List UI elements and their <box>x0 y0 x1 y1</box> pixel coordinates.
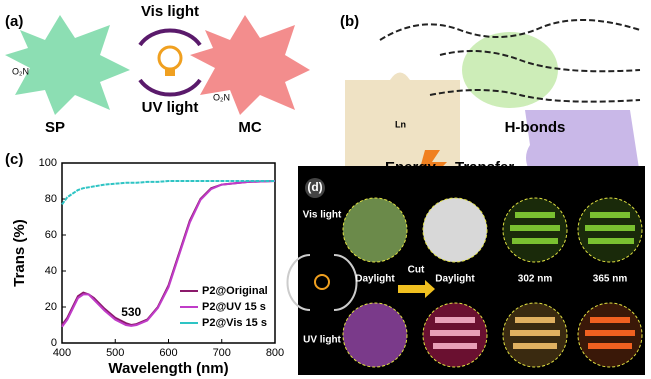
pattern <box>585 317 635 349</box>
x-tick-label: 800 <box>266 347 284 359</box>
panel-label: (b) <box>340 13 359 30</box>
label: SP <box>45 119 65 136</box>
atom-label: O₂N <box>213 92 230 102</box>
arrow <box>398 280 435 298</box>
panel-d: (d) Vis light UV light Cut Daylight Dayli… <box>286 166 645 375</box>
label: H-bonds <box>505 119 566 136</box>
caption: 365 nm <box>593 274 628 285</box>
bulb-base <box>165 69 175 76</box>
panel-label: (a) <box>5 13 23 30</box>
label: UV light <box>303 335 341 346</box>
panel-b: (b) H-bonds Energy Transfer Ln <box>340 13 641 185</box>
puzzle-piece <box>525 110 640 180</box>
legend-label: P2@Original <box>202 285 268 297</box>
bulb <box>314 274 330 290</box>
arrow <box>138 28 202 47</box>
chain <box>429 89 641 103</box>
chain <box>439 50 641 73</box>
atom-label: Ln <box>395 119 406 129</box>
chart: (c) 0 20 40 60 80 100 400 500 600 700 800 Wavelengt… <box>5 151 284 377</box>
glow <box>462 32 558 108</box>
x-tick-label: 400 <box>53 347 71 359</box>
photos <box>342 197 643 368</box>
label: UV light <box>142 99 199 116</box>
label: Vis light <box>303 210 342 221</box>
photo <box>422 197 488 263</box>
pattern <box>510 317 560 349</box>
label: Cut <box>408 265 425 276</box>
y-tick-label: 80 <box>45 193 57 205</box>
arrow <box>286 254 358 311</box>
photo <box>342 302 408 368</box>
y-tick-label: 60 <box>45 229 57 241</box>
label-badge <box>305 178 325 198</box>
y-tick-label: 0 <box>51 337 57 349</box>
y-axis-label: Trans (%) <box>11 219 28 287</box>
photo <box>342 197 408 263</box>
caption: 302 nm <box>518 274 553 285</box>
bulb <box>157 45 183 71</box>
label: Vis light <box>141 3 199 20</box>
pattern <box>430 317 480 349</box>
x-tick-label: 700 <box>213 347 231 359</box>
x-tick-label: 500 <box>106 347 124 359</box>
puzzle-piece <box>345 72 460 170</box>
caption: Daylight <box>355 274 395 285</box>
panel-a: (a) Vis light UV light SP MC O₂N O₂N <box>5 3 310 136</box>
y-tick-label: 20 <box>45 301 57 313</box>
annotation: 530 <box>121 305 141 319</box>
legend-label: P2@Vis 15 s <box>202 317 267 329</box>
series-line <box>61 180 275 205</box>
panel-label: (d) <box>307 180 322 194</box>
atom-label: O₂N <box>12 66 29 76</box>
x-tick-label: 600 <box>159 347 177 359</box>
series-line <box>61 180 276 328</box>
mc-burst <box>190 15 310 115</box>
y-tick-label: 40 <box>45 265 57 277</box>
pattern <box>510 212 635 244</box>
legend-label: P2@UV 15 s <box>202 301 266 313</box>
label: MC <box>238 119 261 136</box>
chain <box>379 18 641 41</box>
panel-label: (c) <box>5 151 23 168</box>
arrow <box>138 78 202 97</box>
caption: Daylight <box>435 274 475 285</box>
y-tick-label: 100 <box>39 157 57 169</box>
x-axis-label: Wavelength (nm) <box>108 360 228 377</box>
sp-burst <box>5 15 130 115</box>
